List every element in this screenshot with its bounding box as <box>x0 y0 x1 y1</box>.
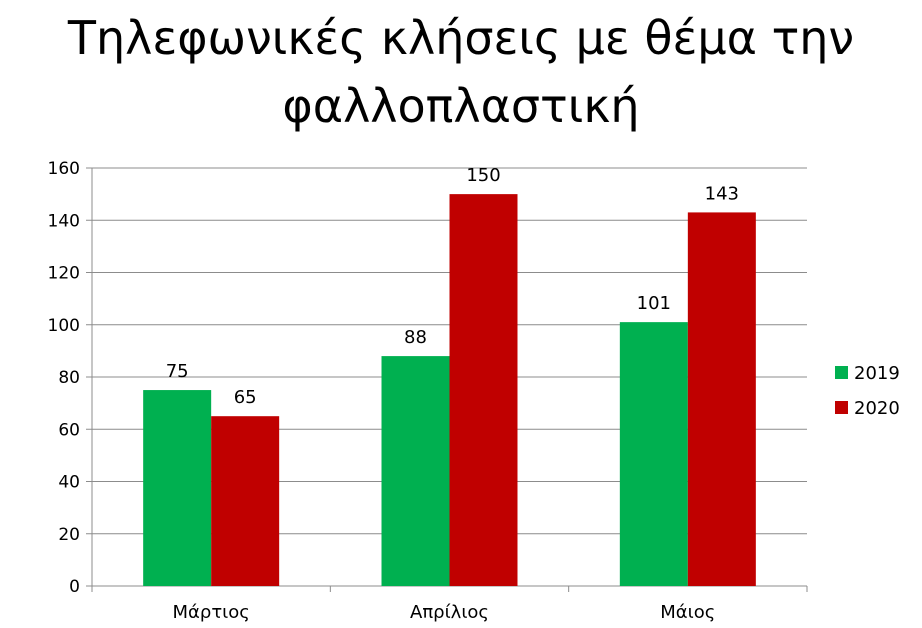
bar-2019 <box>381 356 450 586</box>
y-tick-label: 40 <box>58 473 80 493</box>
y-tick-label: 160 <box>48 159 80 179</box>
x-tick-label: Μάιος <box>660 602 715 623</box>
y-tick-label: 120 <box>48 264 80 284</box>
y-tick-label: 20 <box>58 525 80 545</box>
y-tick-label: 0 <box>69 577 80 597</box>
legend-swatch-2019 <box>835 366 848 379</box>
data-label: 65 <box>234 387 257 408</box>
bar-2019 <box>619 322 688 586</box>
legend-swatch-2020 <box>835 401 848 414</box>
x-tick-label: Απρίλιος <box>410 602 489 623</box>
legend-label: 2020 <box>854 398 900 419</box>
bar-2020 <box>687 212 756 586</box>
y-tick-label: 60 <box>58 420 80 440</box>
bar-2019 <box>143 390 212 586</box>
bar-2020 <box>211 416 280 586</box>
y-tick-label: 140 <box>48 211 80 231</box>
bar-2020 <box>449 194 518 586</box>
data-label: 143 <box>705 183 739 204</box>
y-tick-label: 80 <box>58 368 80 388</box>
data-label: 150 <box>466 165 500 186</box>
legend-label: 2019 <box>854 363 900 384</box>
data-label: 101 <box>637 293 671 314</box>
y-tick-label: 100 <box>48 316 80 336</box>
x-tick-label: Μάρτιος <box>173 602 250 623</box>
data-label: 75 <box>166 361 189 382</box>
data-label: 88 <box>404 327 427 348</box>
chart-title: Τηλεφωνικές κλήσεις με θέμα την φαλλοπλα… <box>67 11 855 133</box>
